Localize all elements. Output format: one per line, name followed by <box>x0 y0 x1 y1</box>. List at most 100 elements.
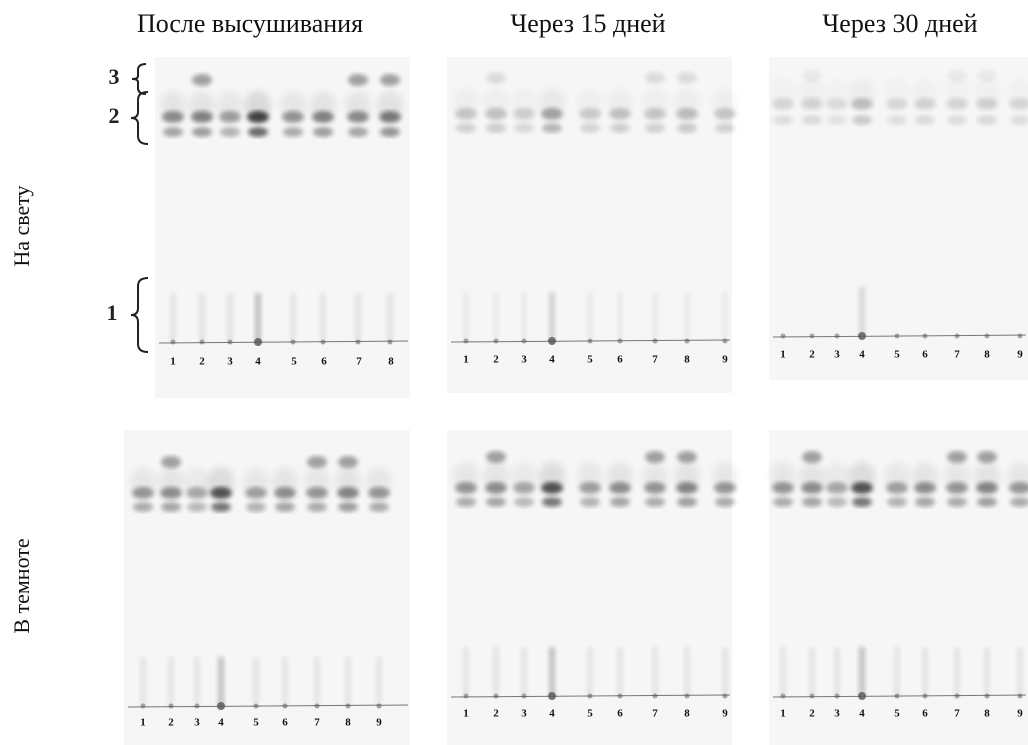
lane-number: 2 <box>809 349 815 361</box>
lane-number: 9 <box>1017 708 1023 720</box>
origin-spot <box>345 703 351 709</box>
band <box>541 108 563 120</box>
origin-spot <box>587 338 593 344</box>
band <box>455 108 477 120</box>
origin-spot <box>652 338 658 344</box>
band <box>192 127 212 137</box>
streak <box>587 292 593 342</box>
band-haze <box>208 467 234 495</box>
streak <box>218 657 224 707</box>
band-label: 3 <box>109 64 120 89</box>
band <box>946 482 968 494</box>
origin-spot <box>984 693 990 699</box>
band <box>645 451 665 463</box>
band <box>486 451 506 463</box>
origin-spot <box>282 703 288 709</box>
origin-spot <box>521 338 527 344</box>
lane-number: 7 <box>954 708 960 720</box>
band <box>802 497 822 507</box>
band <box>347 111 369 123</box>
origin-spot <box>168 703 174 709</box>
origin-spot <box>894 333 900 339</box>
band <box>887 115 907 125</box>
band <box>852 115 872 125</box>
lane-number: 3 <box>834 708 840 720</box>
band <box>210 487 232 499</box>
origin-spot <box>1017 333 1023 339</box>
band <box>826 98 848 110</box>
lane-number: 5 <box>253 717 259 729</box>
band <box>802 115 822 125</box>
band <box>514 123 534 133</box>
band <box>886 482 908 494</box>
lane-number: 6 <box>617 708 623 720</box>
lane-number: 5 <box>894 349 900 361</box>
band <box>677 123 697 133</box>
origin-spot <box>652 693 658 699</box>
band-haze <box>642 462 668 490</box>
band <box>644 108 666 120</box>
lane-number: 5 <box>894 708 900 720</box>
origin-spot <box>834 333 840 339</box>
band-haze <box>345 91 371 119</box>
streak <box>809 647 815 697</box>
lane-number: 1 <box>463 708 469 720</box>
lane-number: 6 <box>617 354 623 366</box>
band <box>455 482 477 494</box>
band <box>348 74 368 86</box>
origin-spot <box>254 338 262 346</box>
brace <box>131 63 147 95</box>
lane-number: 4 <box>549 354 555 366</box>
origin-spot <box>780 693 786 699</box>
origin-spot <box>722 693 728 699</box>
origin-spot <box>463 693 469 699</box>
plates: 1 2 3 4 5 6 7 8 1 2 3 4 5 6 7 8 9 1 2 3 4 5 6 7 8 9 1 2 3 4 5 6 7 8 9 1 2 3 4 5… <box>124 57 1028 745</box>
band-haze <box>130 467 156 495</box>
origin-spot <box>217 702 225 710</box>
streak <box>617 647 623 697</box>
band <box>338 502 358 512</box>
band <box>827 115 847 125</box>
band <box>312 111 334 123</box>
band <box>977 451 997 463</box>
band <box>773 497 793 507</box>
lane-number: 3 <box>521 354 527 366</box>
band-haze <box>912 462 938 490</box>
streak <box>549 647 555 697</box>
lane-number: 5 <box>587 354 593 366</box>
streak <box>722 292 728 342</box>
lane-number: 6 <box>922 349 928 361</box>
band <box>1010 115 1028 125</box>
band <box>610 497 630 507</box>
band <box>369 502 389 512</box>
streak <box>314 657 320 707</box>
streak <box>922 647 928 697</box>
band-haze <box>974 462 1000 490</box>
lane-number: 5 <box>291 356 297 368</box>
band <box>976 98 998 110</box>
band <box>802 451 822 463</box>
lane-number: 8 <box>388 356 394 368</box>
brace <box>130 91 149 145</box>
streak <box>652 292 658 342</box>
band <box>609 108 631 120</box>
band <box>887 497 907 507</box>
lane-number: 1 <box>463 354 469 366</box>
band <box>914 482 936 494</box>
band <box>801 482 823 494</box>
column-title: Через 15 дней <box>510 9 665 38</box>
band <box>485 108 507 120</box>
origin-spot <box>227 339 233 345</box>
band <box>542 123 562 133</box>
plate: 1 2 3 4 5 6 7 8 9 <box>447 430 738 745</box>
band <box>851 482 873 494</box>
band <box>132 487 154 499</box>
origin-spot <box>954 333 960 339</box>
band <box>274 487 296 499</box>
band <box>772 98 794 110</box>
band-haze <box>824 462 850 490</box>
origin-spot <box>493 338 499 344</box>
lane-number: 7 <box>356 356 362 368</box>
band <box>348 127 368 137</box>
origin-spot <box>984 333 990 339</box>
